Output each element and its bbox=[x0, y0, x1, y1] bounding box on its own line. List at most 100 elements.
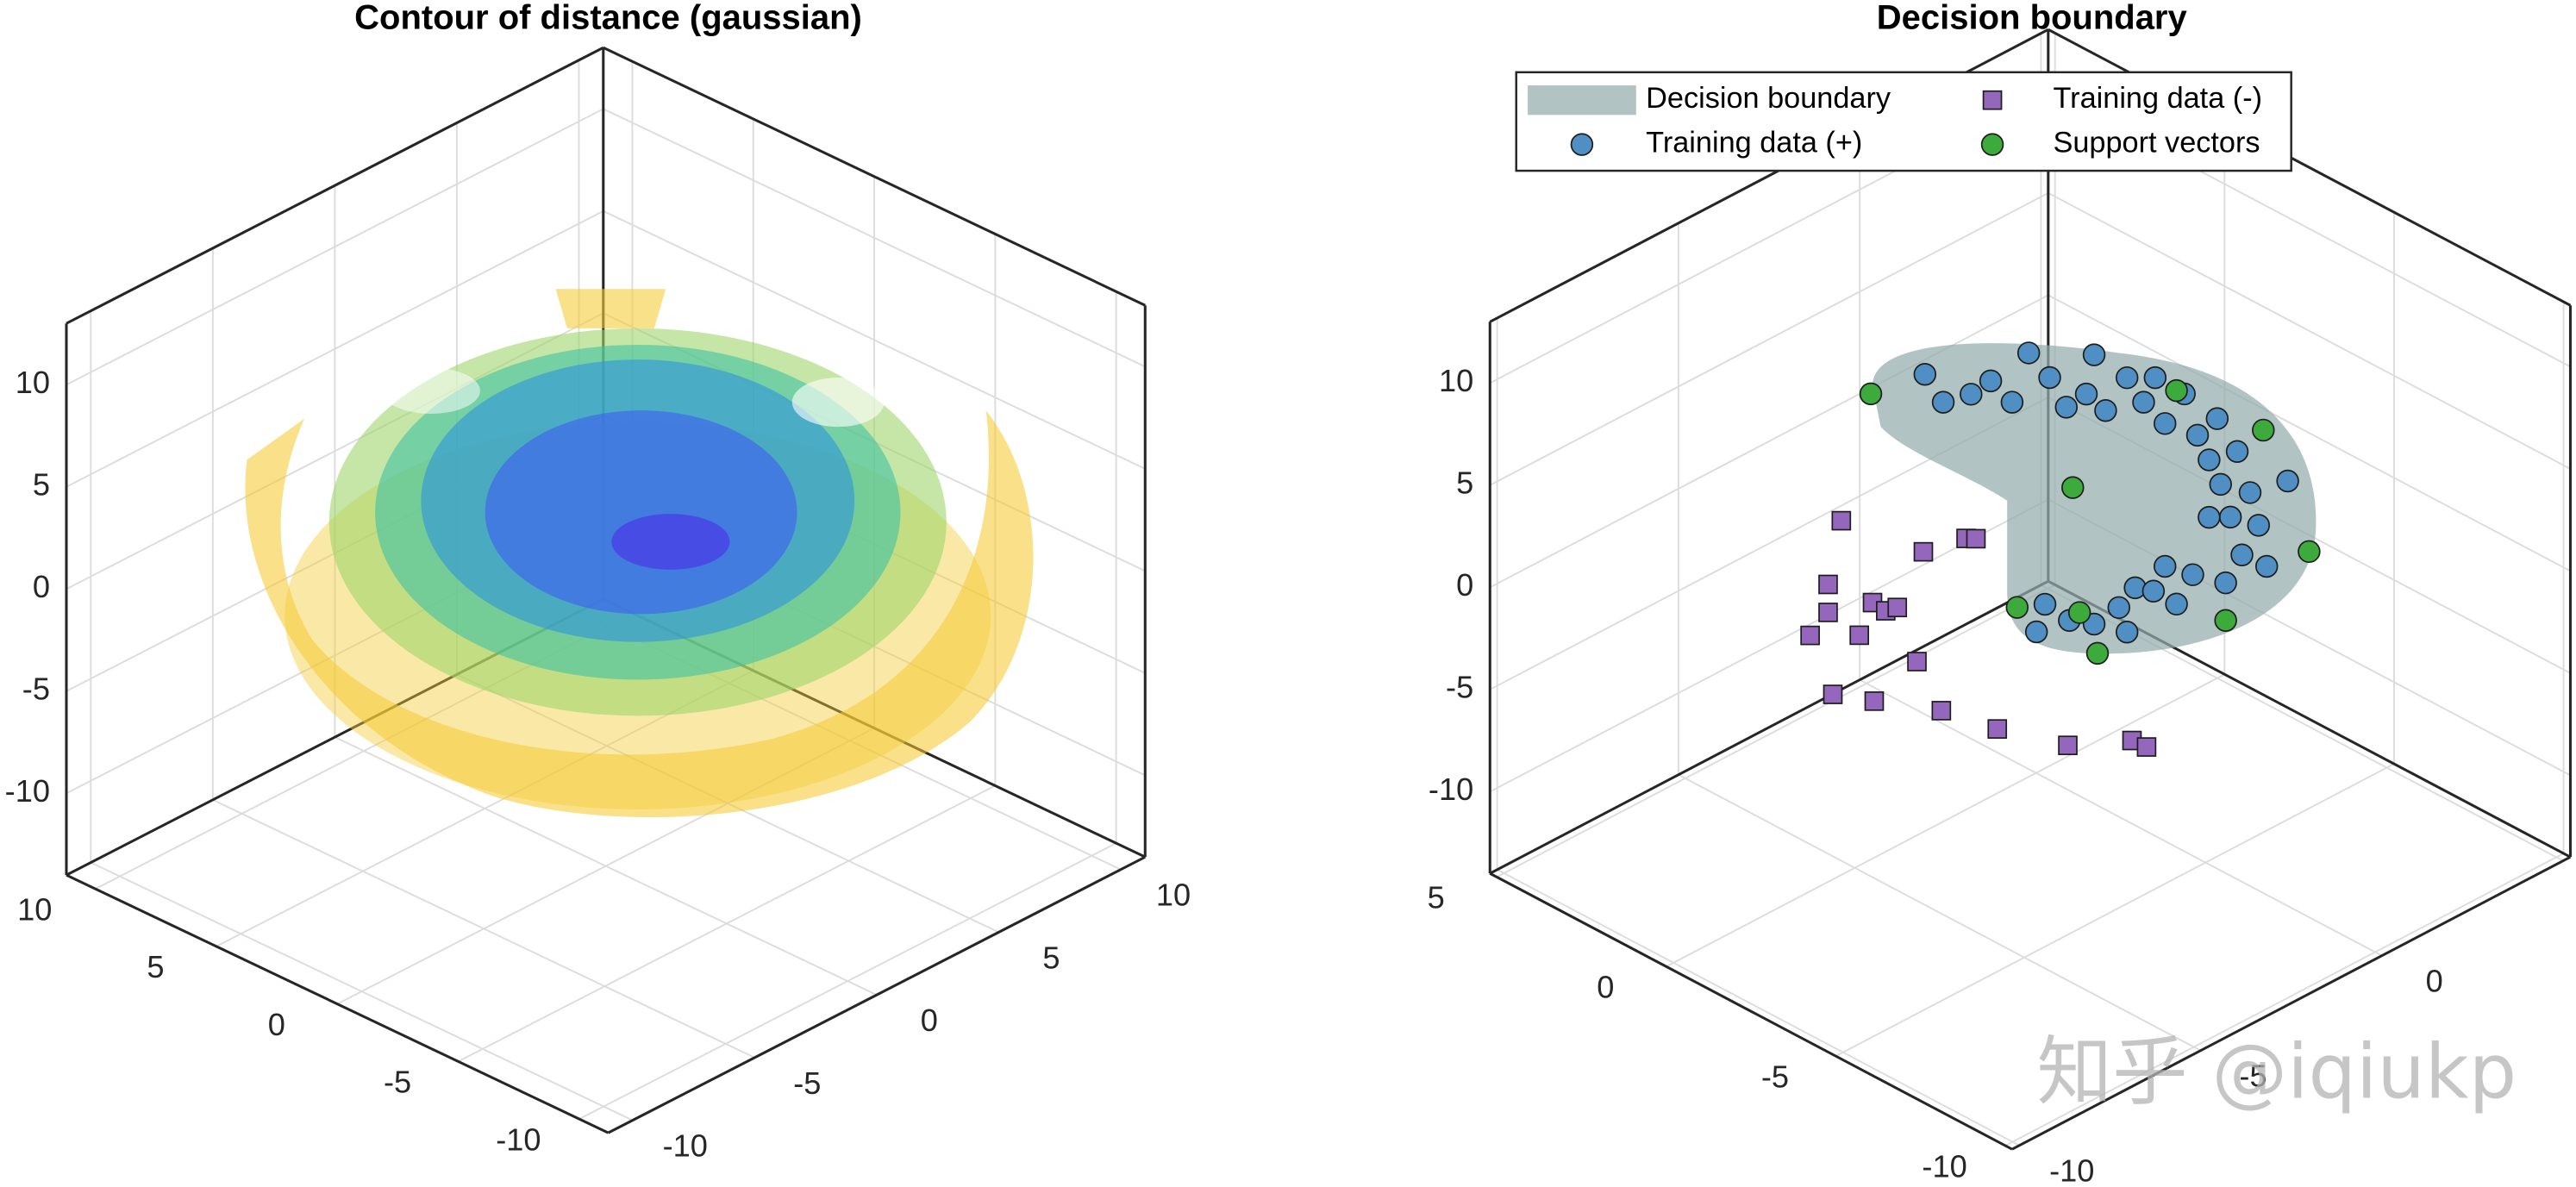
point bbox=[1913, 363, 1937, 386]
point bbox=[1913, 541, 1934, 562]
point bbox=[2165, 378, 2188, 403]
isosurface bbox=[555, 289, 666, 328]
point bbox=[2132, 390, 2155, 414]
legend-swatch bbox=[1982, 90, 2003, 110]
point bbox=[2225, 440, 2249, 463]
point bbox=[2143, 365, 2167, 390]
axis-line bbox=[607, 855, 1146, 1134]
point bbox=[1931, 701, 1952, 721]
point bbox=[2247, 514, 2271, 537]
grid-line bbox=[1496, 584, 2056, 878]
grid-line bbox=[1489, 294, 2049, 589]
point bbox=[2165, 592, 2188, 616]
point bbox=[2033, 592, 2057, 616]
point bbox=[1859, 382, 1883, 406]
point bbox=[2205, 407, 2229, 430]
axis-line bbox=[1489, 872, 2013, 1151]
point bbox=[2136, 737, 2157, 757]
point bbox=[1887, 597, 1908, 618]
z-tick-label: 10 bbox=[1439, 363, 1473, 398]
z-tick-label: 10 bbox=[16, 365, 50, 400]
y-tick-label: -10 bbox=[2049, 1153, 2094, 1187]
point bbox=[2254, 554, 2279, 578]
grid-line bbox=[66, 209, 604, 488]
chart-title: Contour of distance (gaussian) bbox=[354, 0, 862, 36]
y-tick-label: 0 bbox=[2426, 964, 2443, 999]
point bbox=[2209, 472, 2232, 497]
grid-line bbox=[1489, 192, 2049, 486]
axis-line bbox=[603, 46, 1146, 307]
grid-line bbox=[603, 209, 1146, 470]
point bbox=[1831, 510, 1852, 531]
point bbox=[2276, 469, 2299, 493]
grid-line bbox=[2048, 192, 2571, 470]
point bbox=[1979, 369, 2003, 393]
point bbox=[2214, 609, 2237, 633]
y-tick-label: 10 bbox=[1156, 878, 1191, 913]
grid-line bbox=[212, 799, 755, 1059]
legend-swatch bbox=[1528, 85, 1636, 116]
x-tick-label: 5 bbox=[147, 949, 164, 984]
x-tick-label: -5 bbox=[384, 1065, 411, 1100]
x-tick-label: -10 bbox=[496, 1121, 541, 1157]
grid-line bbox=[2048, 294, 2571, 572]
legend-label: Training data (+) bbox=[1646, 127, 1862, 159]
legend-label: Support vectors bbox=[2054, 127, 2260, 159]
point bbox=[2252, 418, 2275, 442]
z-tick-label: 5 bbox=[33, 466, 50, 502]
point bbox=[1818, 603, 1838, 622]
legend-label: Decision boundary bbox=[1646, 82, 1891, 115]
z-tick-label: -10 bbox=[1429, 772, 1473, 807]
point bbox=[2115, 621, 2139, 644]
point bbox=[2024, 620, 2048, 644]
point bbox=[2230, 543, 2254, 566]
point bbox=[2218, 505, 2242, 529]
point bbox=[1800, 625, 1820, 646]
isosurface bbox=[245, 410, 1034, 818]
x-tick-label: 0 bbox=[268, 1007, 285, 1042]
legend: Decision boundary Training data (-) Traini… bbox=[1515, 71, 2292, 172]
axis-line bbox=[2011, 855, 2572, 1151]
point bbox=[2067, 601, 2091, 624]
grid-line bbox=[1835, 763, 2395, 1057]
grid-line bbox=[1666, 673, 2225, 968]
point bbox=[2154, 412, 2177, 435]
grid-line bbox=[1859, 678, 2383, 957]
point bbox=[2115, 365, 2139, 390]
y-tick-label: 5 bbox=[1042, 940, 1060, 975]
x-tick-label: 0 bbox=[1597, 969, 1614, 1004]
point bbox=[2016, 341, 2041, 365]
point bbox=[2038, 365, 2061, 390]
legend-swatch bbox=[1980, 133, 2004, 156]
point bbox=[2000, 390, 2024, 414]
y-tick-label: -10 bbox=[663, 1128, 708, 1164]
z-tick-label: 0 bbox=[33, 569, 50, 604]
point bbox=[1960, 383, 1983, 406]
decision-boundary bbox=[1873, 343, 2317, 654]
point bbox=[1864, 691, 1885, 711]
point bbox=[1987, 719, 2008, 739]
isosurface-hole bbox=[381, 367, 480, 414]
point bbox=[2005, 596, 2029, 619]
z-tick-label: -10 bbox=[5, 773, 50, 809]
point bbox=[2154, 554, 2177, 578]
chart-title: Decision boundary bbox=[1877, 0, 2188, 36]
point bbox=[1818, 574, 1838, 595]
axis-line bbox=[66, 46, 604, 325]
z-tick-label: -5 bbox=[1446, 669, 1473, 704]
legend-swatch bbox=[1570, 133, 1594, 156]
axis-line bbox=[66, 873, 610, 1134]
isosurface bbox=[611, 514, 730, 570]
axis-line bbox=[1489, 579, 2049, 875]
legend-label: Training data (-) bbox=[2054, 82, 2262, 115]
point bbox=[2074, 382, 2098, 406]
y-tick-label: -5 bbox=[793, 1065, 821, 1101]
z-tick-label: -5 bbox=[22, 671, 50, 706]
point bbox=[2107, 596, 2130, 620]
point bbox=[2094, 399, 2117, 422]
x-tick-label: 10 bbox=[17, 891, 52, 927]
grid-line bbox=[1497, 868, 2020, 1146]
point bbox=[2185, 423, 2210, 447]
